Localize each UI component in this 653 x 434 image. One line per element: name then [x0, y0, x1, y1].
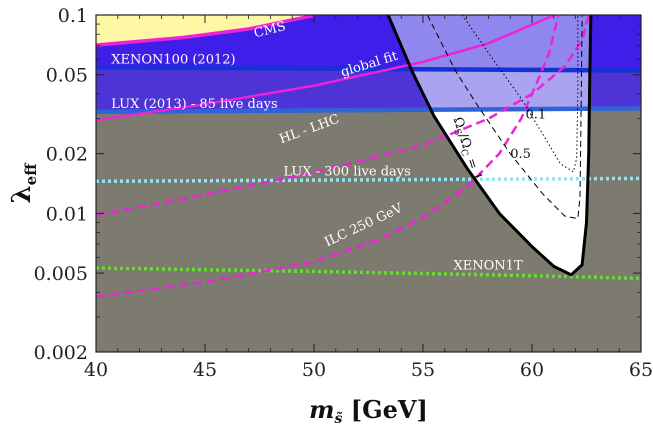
- series-line-lux-2013-85-live-days: [96, 106, 641, 115]
- x-tick-label: 50: [302, 359, 326, 381]
- series-line-xenon100-2012: [96, 65, 641, 73]
- light-blue-region: [388, 15, 591, 112]
- contour-label: 0.5: [510, 147, 531, 162]
- light-blue-lux-band: [388, 67, 591, 112]
- x-tick-label: 40: [84, 359, 108, 381]
- x-tick-label: 65: [629, 359, 653, 381]
- y-tick-label: 0.005: [34, 263, 88, 285]
- x-tick-label: 60: [520, 359, 544, 381]
- x-tick-label: 45: [193, 359, 217, 381]
- series-line-cms: [96, 15, 315, 47]
- y-tick-label: 0.02: [46, 144, 88, 166]
- y-tick-label: 0.01: [46, 203, 88, 225]
- y-axis-title: λeff: [7, 162, 40, 204]
- x-tick-label: 55: [411, 359, 435, 381]
- annotation-xenon1t: XENON1T: [454, 259, 523, 274]
- light-blue-xenon-band: [388, 15, 591, 71]
- contour-label: 0.1: [525, 108, 546, 123]
- series-line-global-fit: [96, 15, 555, 122]
- y-tick-label: 0.1: [58, 5, 88, 27]
- series-line-xenon1t: [96, 266, 641, 281]
- y-tick-label: 0.002: [34, 342, 88, 364]
- annotation-lux-300-live-days: LUX - 300 live days: [283, 165, 410, 180]
- y-tick-label: 0.05: [46, 65, 88, 87]
- series-line-s-c-0-5: [426, 15, 583, 220]
- x-axis-title: ms̃ [GeV]: [309, 395, 428, 427]
- series-line-ilc-250-gev: [96, 15, 560, 298]
- series-line-s-c-1: [386, 15, 593, 277]
- cms-excluded-region: [96, 15, 314, 46]
- series-line-hl-lhc: [96, 15, 590, 217]
- annotation-xenon100-2012: XENON100 (2012): [111, 52, 235, 67]
- plot-frame: [95, 14, 642, 353]
- series-line-lux-300-live-days: [96, 176, 641, 184]
- annotation-lux-2013-85-live-days: LUX (2013) - 85 live days: [111, 97, 277, 112]
